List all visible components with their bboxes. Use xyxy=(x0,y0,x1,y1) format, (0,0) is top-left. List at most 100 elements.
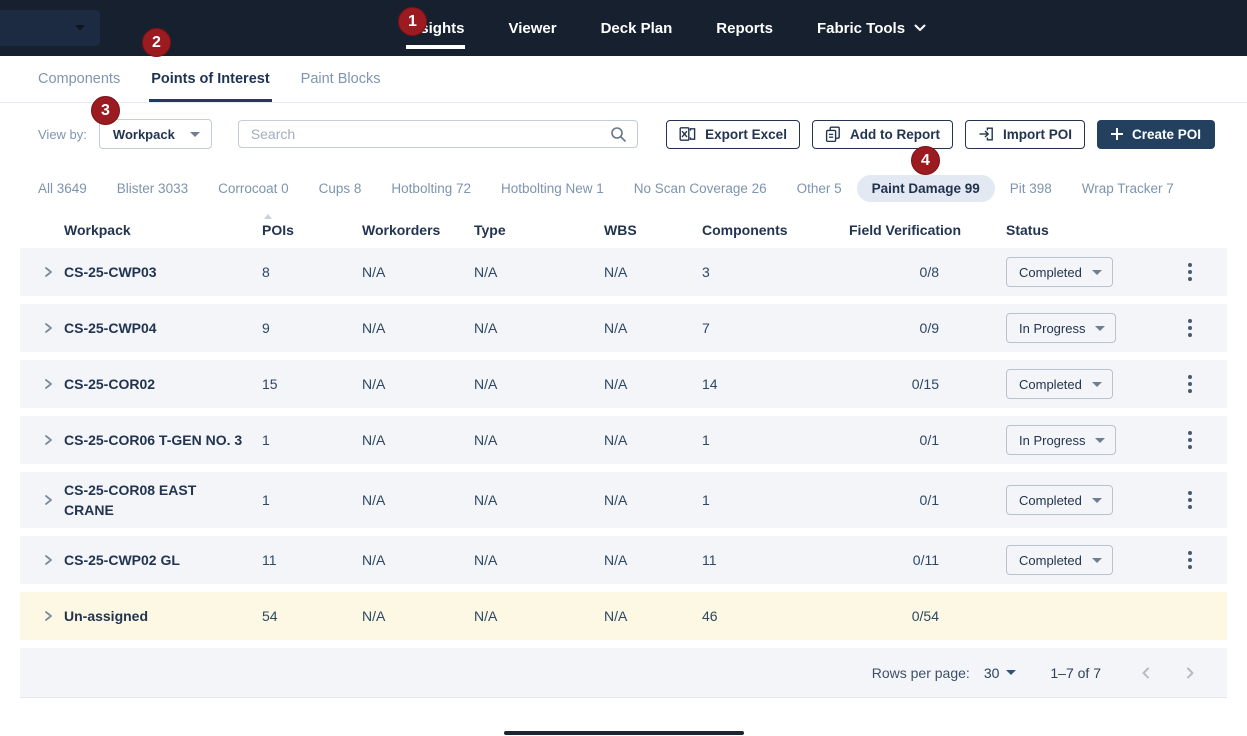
filter-chip-wrap-tracker[interactable]: Wrap Tracker 7 xyxy=(1081,180,1174,196)
field-verification-value: 0/15 xyxy=(911,376,939,392)
project-selector-dropdown[interactable] xyxy=(0,10,100,46)
plus-icon xyxy=(1110,128,1123,140)
filter-chip-hotbolting[interactable]: Hotbolting 72 xyxy=(391,180,471,196)
status-dropdown[interactable]: Completed xyxy=(1006,369,1113,399)
workorders-value: N/A xyxy=(362,492,386,508)
previous-page-icon[interactable] xyxy=(1139,666,1153,680)
table-row: CS-25-CWP03 8 N/A N/A N/A 3 0/8 Complete… xyxy=(20,248,1227,296)
table-row-unassigned: Un-assigned 54 N/A N/A N/A 46 0/54 xyxy=(20,592,1227,640)
wbs-value: N/A xyxy=(604,552,628,568)
status-dropdown[interactable]: Completed xyxy=(1006,485,1113,515)
column-header-type[interactable]: Type xyxy=(474,221,506,238)
pois-value: 11 xyxy=(262,552,277,568)
components-value: 3 xyxy=(702,264,710,280)
workpack-name: CS-25-CWP03 xyxy=(64,263,157,280)
workpack-name: CS-25-CWP02 GL xyxy=(64,551,180,568)
expand-row-icon[interactable] xyxy=(42,378,54,390)
tab-components[interactable]: Components xyxy=(38,56,120,102)
expand-row-icon[interactable] xyxy=(42,494,54,506)
search-input[interactable] xyxy=(250,126,610,142)
components-value: 1 xyxy=(702,492,710,508)
filter-chip-cups[interactable]: Cups 8 xyxy=(318,180,362,196)
column-header-workorders[interactable]: Workorders xyxy=(362,221,441,238)
filter-chip-all[interactable]: All 3649 xyxy=(38,180,87,196)
tab-paint-blocks[interactable]: Paint Blocks xyxy=(301,56,381,102)
view-by-dropdown[interactable]: Workpack xyxy=(98,119,212,149)
filter-chip-corrocoat[interactable]: Corrocoat 0 xyxy=(218,180,289,196)
button-label: Add to Report xyxy=(849,126,940,142)
status-dropdown[interactable]: Completed xyxy=(1006,545,1113,575)
expand-row-icon[interactable] xyxy=(42,322,54,334)
import-poi-button[interactable]: Import POI xyxy=(964,119,1085,149)
rows-per-page-label: Rows per page: xyxy=(871,664,970,681)
chevron-down-icon xyxy=(1091,381,1102,387)
poi-table: Workpack POIs Workorders Type WBS Compon… xyxy=(20,211,1227,640)
view-by-label: View by: xyxy=(38,126,87,142)
type-value: N/A xyxy=(474,320,498,336)
nav-item-reports[interactable]: Reports xyxy=(716,0,773,56)
nav-label: Fabric Tools xyxy=(816,19,906,37)
column-header-status[interactable]: Status xyxy=(1006,221,1049,238)
nav-item-deck-plan[interactable]: Deck Plan xyxy=(601,0,673,56)
field-verification-value: 0/54 xyxy=(911,608,939,624)
workorders-value: N/A xyxy=(362,376,386,392)
nav-item-viewer[interactable]: Viewer xyxy=(508,0,556,56)
type-value: N/A xyxy=(474,552,498,568)
type-value: N/A xyxy=(474,608,498,624)
column-header-wbs[interactable]: WBS xyxy=(604,221,637,238)
workorders-value: N/A xyxy=(362,320,386,336)
search-icon xyxy=(611,126,626,142)
next-page-icon[interactable] xyxy=(1183,666,1197,680)
filter-chip-blister[interactable]: Blister 3033 xyxy=(116,180,189,196)
column-header-workpack[interactable]: Workpack xyxy=(64,221,131,238)
column-header-field-verification[interactable]: Field Verification xyxy=(849,221,962,238)
row-menu-kebab-icon[interactable] xyxy=(1184,315,1196,341)
excel-icon xyxy=(679,127,696,141)
workorders-value: N/A xyxy=(362,264,386,280)
add-to-report-button[interactable]: Add to Report xyxy=(811,119,953,149)
column-header-pois[interactable]: POIs xyxy=(262,221,294,238)
workpack-name: CS-25-COR06 T-GEN NO. 3 xyxy=(64,431,243,448)
wbs-value: N/A xyxy=(604,376,628,392)
rows-per-page-value: 30 xyxy=(983,664,1000,681)
expand-row-icon[interactable] xyxy=(42,554,54,566)
rows-per-page-dropdown[interactable]: 30 xyxy=(984,665,1017,681)
expand-row-icon[interactable] xyxy=(42,266,54,278)
components-value: 14 xyxy=(702,376,718,392)
row-menu-kebab-icon[interactable] xyxy=(1184,487,1196,513)
field-verification-value: 0/9 xyxy=(919,320,939,336)
status-dropdown[interactable]: In Progress xyxy=(1006,425,1117,455)
components-value: 7 xyxy=(702,320,710,336)
type-value: N/A xyxy=(474,492,498,508)
report-copy-icon xyxy=(825,126,840,142)
field-verification-value: 0/11 xyxy=(912,552,939,568)
tab-points-of-interest[interactable]: Points of Interest xyxy=(149,56,273,102)
pois-value: 54 xyxy=(262,608,278,624)
filter-chip-paint-damage[interactable]: Paint Damage 99 xyxy=(856,174,995,202)
components-value: 46 xyxy=(702,608,718,624)
filter-chip-no-scan-coverage[interactable]: No Scan Coverage 26 xyxy=(633,180,767,196)
export-excel-button[interactable]: Export Excel xyxy=(666,119,800,149)
filter-chip-other[interactable]: Other 5 xyxy=(796,180,842,196)
row-menu-kebab-icon[interactable] xyxy=(1184,259,1196,285)
status-value: In Progress xyxy=(1019,432,1086,448)
expand-row-icon[interactable] xyxy=(42,434,54,446)
status-dropdown[interactable]: In Progress xyxy=(1006,313,1117,343)
pois-value: 15 xyxy=(262,376,278,392)
button-label: Create POI xyxy=(1131,126,1201,142)
pois-value: 8 xyxy=(262,264,270,280)
column-header-components[interactable]: Components xyxy=(702,221,788,238)
annotation-badge-2: 2 xyxy=(142,28,171,57)
status-value: Completed xyxy=(1019,492,1082,508)
row-menu-kebab-icon[interactable] xyxy=(1184,371,1196,397)
expand-row-icon[interactable] xyxy=(42,610,54,622)
status-dropdown[interactable]: Completed xyxy=(1006,257,1113,287)
row-menu-kebab-icon[interactable] xyxy=(1184,427,1196,453)
row-menu-kebab-icon[interactable] xyxy=(1184,547,1196,573)
tab-label: Points of Interest xyxy=(151,71,270,87)
filter-chip-pit[interactable]: Pit 398 xyxy=(1009,180,1052,196)
chevron-down-icon xyxy=(1095,437,1106,443)
nav-item-fabric-tools[interactable]: Fabric Tools xyxy=(817,0,926,56)
create-poi-button[interactable]: Create POI xyxy=(1096,119,1215,149)
filter-chip-hotbolting-new[interactable]: Hotbolting New 1 xyxy=(500,180,604,196)
